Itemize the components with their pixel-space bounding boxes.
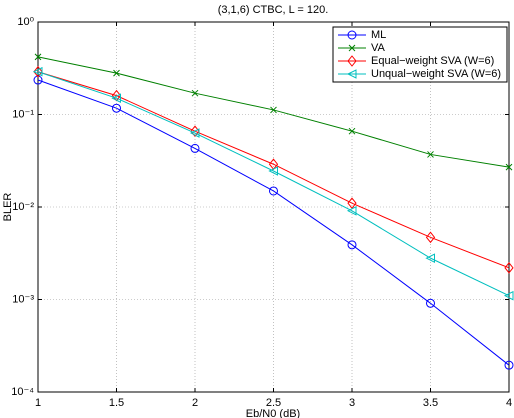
marker bbox=[346, 205, 357, 216]
y-tick-label: 10⁻¹ bbox=[12, 108, 34, 120]
y-axis-label: BLER bbox=[2, 193, 14, 222]
marker bbox=[34, 53, 42, 61]
marker bbox=[503, 290, 514, 301]
y-tick-label: 10⁰ bbox=[17, 16, 34, 28]
plot-frame bbox=[37, 21, 510, 393]
marker bbox=[112, 103, 121, 113]
x-tick-label: 3.5 bbox=[423, 397, 438, 409]
marker bbox=[347, 240, 357, 250]
y-tick-label: 10⁻² bbox=[12, 201, 34, 213]
marker bbox=[505, 163, 513, 171]
legend-marker bbox=[347, 30, 357, 40]
x-axis-label: Eb/N0 (dB) bbox=[246, 408, 300, 418]
x-tick-label: 1.5 bbox=[109, 397, 124, 409]
y-tick-label: 10⁻⁴ bbox=[11, 386, 34, 398]
series-line bbox=[37, 71, 510, 269]
marker bbox=[189, 128, 200, 138]
legend-marker bbox=[348, 44, 356, 52]
x-tick-label: 1 bbox=[35, 397, 41, 409]
marker bbox=[32, 66, 43, 77]
x-tick-label: 2 bbox=[192, 397, 198, 409]
marker bbox=[504, 262, 514, 274]
marker bbox=[348, 127, 356, 135]
x-tick-label: 3 bbox=[349, 397, 355, 409]
marker bbox=[427, 151, 434, 158]
legend-marker bbox=[346, 69, 357, 79]
marker bbox=[33, 65, 43, 78]
legend-label: Equal−weight SVA (W=6) bbox=[371, 55, 494, 67]
marker bbox=[269, 186, 278, 196]
y-tick-label: 10⁻³ bbox=[12, 293, 34, 305]
marker bbox=[426, 298, 435, 308]
x-tick-label: 2.5 bbox=[266, 397, 281, 409]
marker bbox=[111, 93, 121, 104]
marker bbox=[347, 197, 357, 209]
legend-label: Unqual−weight SVA (W=6) bbox=[371, 68, 501, 80]
marker bbox=[113, 69, 120, 77]
legend-box bbox=[332, 26, 508, 83]
legend-label: ML bbox=[371, 29, 386, 41]
marker bbox=[504, 360, 514, 370]
x-tick-label: 4 bbox=[506, 397, 512, 409]
marker bbox=[268, 166, 278, 176]
chart-title: (3,1,6) CTBC, L = 120. bbox=[218, 4, 329, 16]
marker bbox=[191, 89, 199, 97]
legend-label: VA bbox=[371, 42, 386, 54]
marker bbox=[190, 143, 200, 153]
legend-marker bbox=[347, 55, 357, 67]
series-line bbox=[37, 79, 510, 366]
marker bbox=[425, 231, 436, 244]
marker bbox=[425, 253, 435, 263]
series-line bbox=[37, 71, 510, 297]
marker bbox=[270, 106, 277, 114]
